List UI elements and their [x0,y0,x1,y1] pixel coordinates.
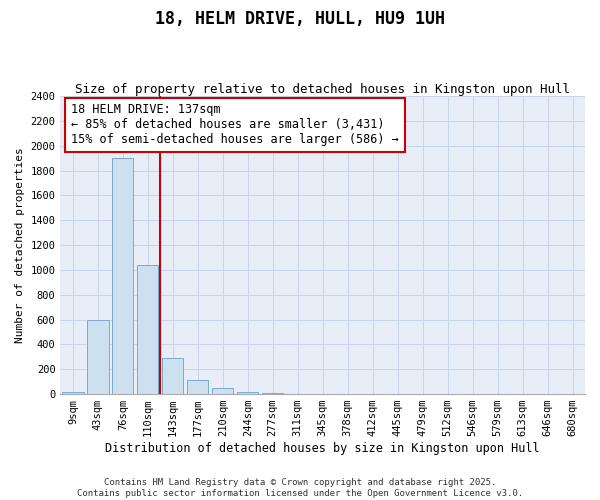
Bar [87,320,109,394]
Bar [187,380,208,394]
X-axis label: Distribution of detached houses by size in Kingston upon Hull: Distribution of detached houses by size … [106,442,540,455]
Text: Contains HM Land Registry data © Crown copyright and database right 2025.
Contai: Contains HM Land Registry data © Crown c… [77,478,523,498]
Title: Size of property relative to detached houses in Kingston upon Hull: Size of property relative to detached ho… [75,83,570,96]
Text: 18 HELM DRIVE: 137sqm
← 85% of detached houses are smaller (3,431)
15% of semi-d: 18 HELM DRIVE: 137sqm ← 85% of detached … [71,104,398,146]
Bar [237,392,259,394]
Bar [62,392,83,394]
Text: 18, HELM DRIVE, HULL, HU9 1UH: 18, HELM DRIVE, HULL, HU9 1UH [155,10,445,28]
Bar [162,358,184,394]
Y-axis label: Number of detached properties: Number of detached properties [15,147,25,343]
Bar [137,265,158,394]
Bar [112,158,133,394]
Bar [212,388,233,394]
